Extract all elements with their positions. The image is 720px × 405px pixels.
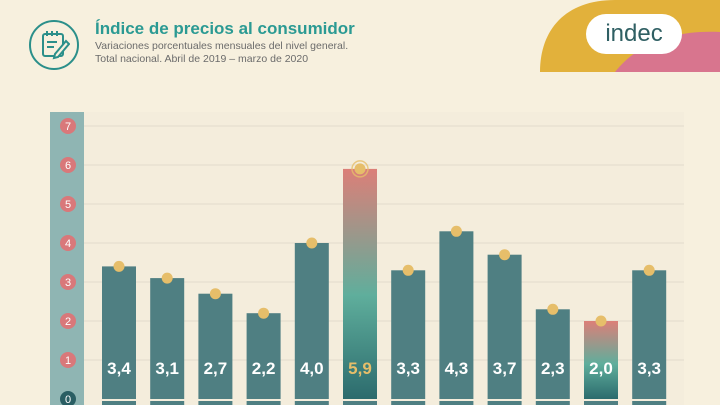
highlight-ring [351,160,369,178]
bar [198,293,233,399]
y-tick-marker [60,391,76,405]
category-tab [294,401,329,405]
y-tick-label: 0 [65,394,71,405]
bar [102,266,136,399]
y-tick-label: 3 [65,277,71,289]
page-title: Índice de precios al consumidor [95,19,355,38]
category-tab [535,401,570,405]
bar-marker [450,225,462,237]
bar [391,270,426,399]
bar [294,243,329,399]
subtitle-line-1: Variaciones porcentuales mensuales del n… [95,40,349,52]
bar [343,168,377,399]
bar-marker [306,237,318,249]
bar-value-label: 2,7 [204,359,228,378]
category-tab [198,401,233,405]
bar-marker [402,264,414,276]
category-tab [439,401,474,405]
bar [632,270,667,399]
category-tab [487,401,522,405]
bar [487,254,522,399]
category-tab [102,401,136,405]
bar-marker [547,303,559,315]
page-subtitle: Variaciones porcentuales mensuales del n… [95,40,348,65]
bar-marker [595,315,607,327]
bar-value-label: 2,3 [541,359,565,378]
subtitle-line-2: Total nacional. Abril de 2019 – marzo de… [95,52,309,65]
category-tab [343,401,377,405]
bar [439,231,474,399]
y-tick-marker [60,313,76,329]
bar [246,313,281,399]
y-tick-marker [60,118,76,134]
y-tick-marker [60,235,76,251]
bar-value-label: 3,4 [107,359,131,378]
y-tick-marker [60,196,76,212]
category-tab [246,401,281,405]
y-tick-label: 5 [65,199,71,211]
bar-marker [161,272,173,284]
bar-marker [499,249,511,261]
bar-chart: 3,4 3,1 2,7 2,2 4,0 5,9 3,3 4,3 3,7 2,3 2,0 3,3 0 1 2… [50,112,684,405]
y-tick-marker [60,157,76,173]
y-tick-label: 2 [65,316,71,328]
category-tab [584,401,618,405]
bar-value-label: 5,9 [348,359,372,378]
y-tick-label: 6 [65,160,71,172]
category-tab [632,401,667,405]
bar-marker [113,260,125,272]
bar-value-label: 2,2 [252,359,276,378]
category-tab [391,401,426,405]
bar-value-label: 4,0 [300,359,324,378]
notepad-pencil-icon [29,20,79,70]
y-tick-label: 4 [65,238,71,250]
bar-marker [643,264,655,276]
bar [150,278,185,399]
bar-value-label: 4,3 [445,359,469,378]
bar-value-label: 3,1 [155,359,179,378]
y-tick-marker [60,274,76,290]
bar-value-label: 3,3 [396,359,420,378]
bar-marker [209,288,221,300]
bar [535,309,570,399]
indec-logo: indec [586,14,682,54]
header: Índice de precios al consumidor Variacio… [0,0,720,95]
bar-marker [258,307,270,319]
bar [584,321,618,399]
bar-value-label: 3,7 [493,359,517,378]
bar-value-label: 3,3 [637,359,661,378]
category-tab [150,401,185,405]
y-tick-label: 7 [65,121,71,133]
bar-value-label: 2,0 [589,359,613,378]
bar-marker [354,163,366,175]
y-tick-label: 1 [65,355,71,367]
y-tick-marker [60,352,76,368]
